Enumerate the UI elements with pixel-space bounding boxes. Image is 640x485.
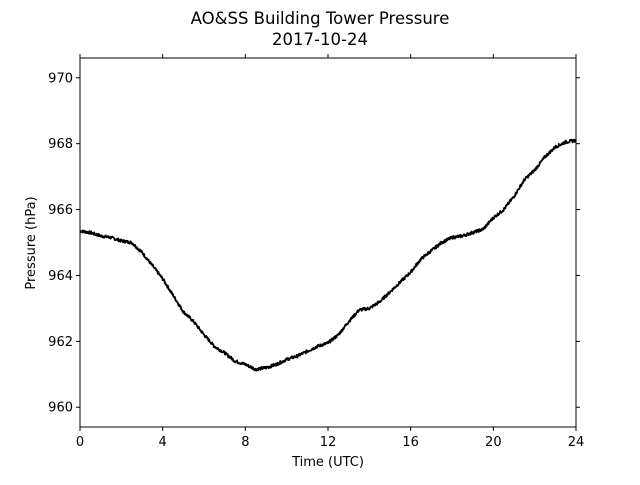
chart-subtitle: 2017-10-24: [272, 30, 368, 49]
x-tick-label: 16: [402, 435, 419, 450]
x-tick-label: 24: [568, 435, 585, 450]
plot-area: 0 4 8 12 16 20 24 960 962 964 966 968 970: [48, 54, 584, 450]
x-axis-label: Time (UTC): [291, 455, 364, 470]
y-tick-label: 966: [48, 203, 73, 218]
x-tick-label: 0: [76, 435, 84, 450]
x-tick-label: 4: [159, 435, 167, 450]
y-tick-label: 960: [48, 401, 73, 416]
chart-title: AO&SS Building Tower Pressure: [191, 9, 450, 28]
x-tick-label: 20: [485, 435, 502, 450]
x-tick-label: 8: [241, 435, 249, 450]
y-tick-label: 962: [48, 335, 73, 350]
y-tick-label: 970: [48, 71, 73, 86]
series-line-1: [79, 138, 577, 372]
y-tick-label: 964: [48, 269, 73, 284]
y-axis-label: Pressure (hPa): [24, 196, 39, 289]
y-tick-label: 968: [48, 137, 73, 152]
x-tick-label: 12: [320, 435, 337, 450]
